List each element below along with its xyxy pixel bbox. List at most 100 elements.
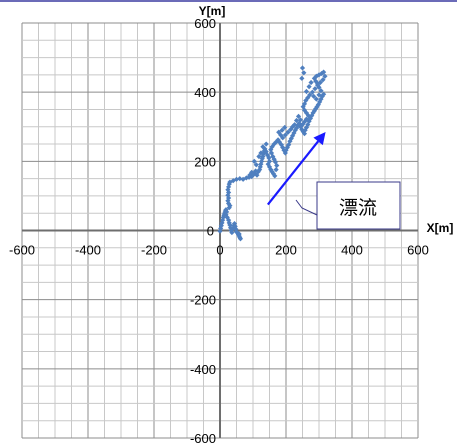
data-point bbox=[316, 92, 322, 98]
data-point bbox=[270, 171, 277, 177]
data-point bbox=[290, 124, 296, 130]
data-point bbox=[285, 129, 291, 135]
y-tick-label: -400 bbox=[190, 362, 216, 377]
annotation-box bbox=[316, 181, 401, 230]
data-point bbox=[257, 167, 263, 173]
data-point bbox=[258, 158, 265, 164]
data-point bbox=[302, 127, 308, 133]
data-point bbox=[299, 122, 306, 128]
data-point bbox=[299, 75, 305, 81]
data-point bbox=[290, 133, 296, 139]
data-point bbox=[301, 131, 308, 137]
data-point bbox=[268, 150, 275, 156]
annotation-text: 漂流 bbox=[339, 197, 377, 219]
data-point bbox=[299, 126, 305, 133]
annotation: 漂流 bbox=[266, 131, 401, 230]
data-point bbox=[297, 117, 304, 123]
data-point bbox=[297, 124, 304, 130]
data-point bbox=[293, 117, 300, 124]
data-point bbox=[274, 162, 280, 169]
y-tick-label: -200 bbox=[190, 293, 216, 308]
data-point bbox=[322, 73, 328, 79]
data-point bbox=[319, 93, 325, 99]
data-point bbox=[273, 167, 279, 173]
x-tick-label: -600 bbox=[9, 243, 35, 258]
data-point bbox=[247, 172, 253, 178]
drift-arrow-head bbox=[313, 131, 326, 146]
data-point bbox=[237, 236, 244, 242]
data-point bbox=[317, 99, 323, 105]
x-tick-label: 400 bbox=[341, 243, 363, 258]
data-point bbox=[321, 91, 327, 97]
data-point bbox=[272, 173, 278, 179]
data-point bbox=[288, 126, 294, 133]
data-point bbox=[320, 77, 326, 83]
data-point bbox=[303, 88, 310, 95]
y-tick-label: 600 bbox=[194, 16, 216, 31]
data-point bbox=[300, 104, 306, 110]
data-point bbox=[263, 141, 269, 147]
data-point bbox=[321, 69, 327, 75]
data-point bbox=[276, 139, 282, 145]
data-point bbox=[319, 70, 325, 77]
x-tick-label: -200 bbox=[141, 243, 167, 258]
x-axis-title: X[m] bbox=[427, 221, 454, 235]
data-point bbox=[260, 144, 266, 150]
data-point bbox=[237, 176, 243, 182]
data-point bbox=[315, 102, 321, 108]
data-point bbox=[317, 79, 323, 86]
data-point bbox=[313, 96, 319, 102]
data-point bbox=[236, 231, 242, 237]
data-point bbox=[253, 162, 259, 168]
data-points bbox=[217, 65, 328, 242]
data-point bbox=[306, 118, 312, 124]
y-tick-label-origin: 0 bbox=[207, 224, 214, 239]
data-point bbox=[288, 135, 294, 142]
data-point bbox=[259, 155, 265, 162]
x-tick-label: -400 bbox=[75, 243, 101, 258]
data-point bbox=[301, 70, 307, 76]
data-point bbox=[314, 104, 320, 110]
data-point bbox=[313, 73, 319, 79]
data-point bbox=[292, 127, 298, 133]
data-point bbox=[305, 122, 311, 128]
data-point bbox=[276, 129, 282, 135]
data-point bbox=[282, 150, 288, 156]
drift-arrow-shaft bbox=[266, 140, 319, 206]
y-tick-label: -600 bbox=[190, 431, 216, 446]
data-point bbox=[301, 119, 308, 125]
data-point bbox=[300, 128, 306, 135]
data-point bbox=[287, 138, 293, 144]
data-point bbox=[309, 113, 315, 119]
data-point bbox=[273, 139, 279, 145]
y-tick-label: 400 bbox=[194, 85, 216, 100]
data-point bbox=[305, 95, 311, 101]
data-point bbox=[279, 127, 285, 133]
data-point bbox=[306, 84, 312, 90]
data-point bbox=[318, 88, 324, 94]
data-point bbox=[303, 110, 310, 116]
data-point bbox=[305, 113, 312, 119]
x-tick-label: 200 bbox=[275, 243, 297, 258]
y-tick-label: 200 bbox=[194, 154, 216, 169]
data-point bbox=[254, 172, 260, 178]
data-point bbox=[309, 89, 315, 95]
data-point bbox=[278, 132, 284, 138]
data-point bbox=[280, 135, 286, 141]
x-tick-label: 600 bbox=[407, 243, 429, 258]
data-point bbox=[282, 132, 288, 138]
data-point bbox=[308, 79, 314, 86]
data-point bbox=[260, 153, 266, 160]
data-point bbox=[255, 169, 261, 175]
data-point bbox=[233, 176, 240, 182]
data-point bbox=[311, 93, 317, 99]
annotation-callout-line bbox=[295, 199, 318, 216]
data-point bbox=[303, 116, 310, 122]
data-point bbox=[261, 148, 267, 154]
data-point bbox=[313, 78, 319, 84]
data-point bbox=[282, 124, 288, 131]
tick-labels: -600 -400 -200 200 400 600 -600 -400 -200 200 400 6… bbox=[9, 16, 429, 446]
data-point bbox=[253, 168, 259, 174]
data-point bbox=[303, 124, 310, 131]
data-point bbox=[275, 137, 281, 143]
